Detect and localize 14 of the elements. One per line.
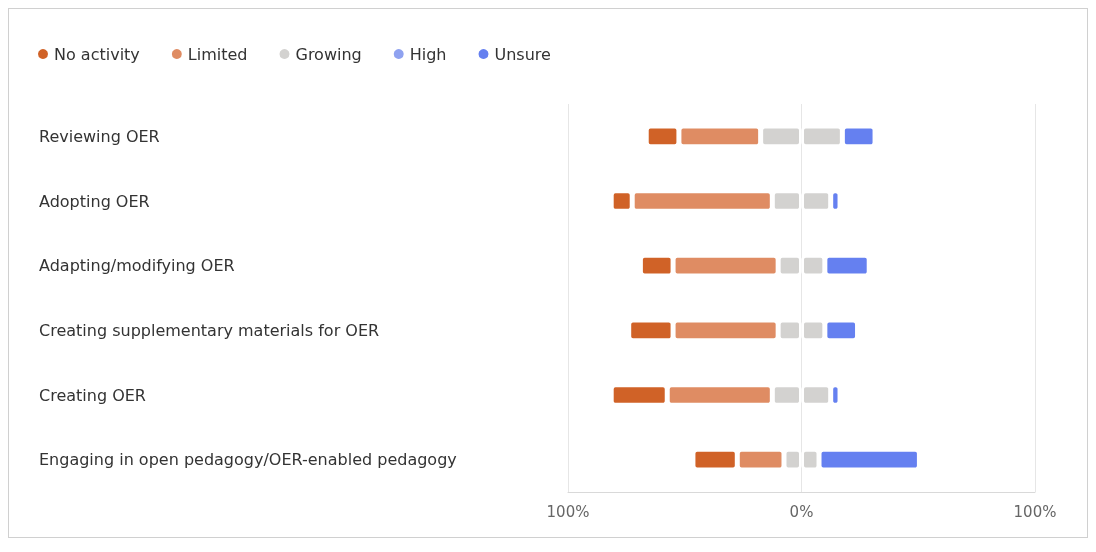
y-tick-label: Engaging in open pedagogy/OER-enabled pedagogy	[39, 450, 457, 470]
legend-label: Growing	[295, 44, 362, 64]
y-tick-label: Adapting/modifying OER	[39, 256, 235, 276]
x-tick-label: 100%	[546, 502, 590, 521]
y-tick-label: Creating supplementary materials for OER	[39, 320, 380, 340]
legend-label: No activity	[54, 44, 140, 64]
x-tick-label: 100%	[1013, 502, 1057, 521]
y-tick-label: Adopting OER	[39, 191, 150, 211]
legend-label: High	[409, 44, 447, 64]
y-tick-label: Reviewing OER	[39, 126, 160, 146]
y-tick-label: Creating OER	[39, 385, 146, 405]
x-tick-label: 0%	[789, 502, 814, 521]
legend-label: Limited	[187, 44, 248, 64]
legend-label: Unsure	[494, 44, 551, 64]
